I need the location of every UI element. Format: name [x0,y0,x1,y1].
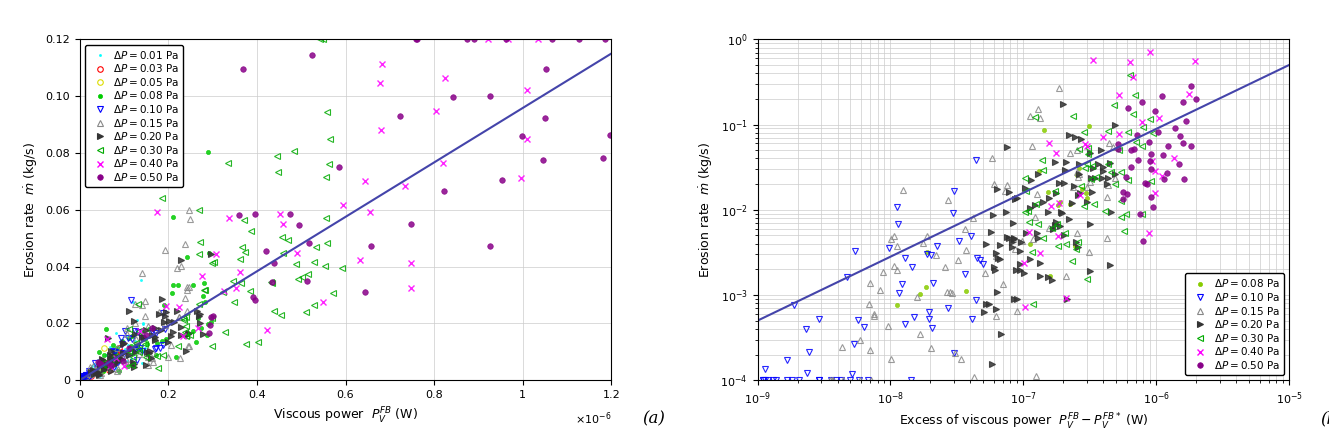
Text: (b): (b) [1320,411,1329,428]
Text: $\times 10^{-6}$: $\times 10^{-6}$ [575,411,611,427]
Legend: $\Delta P = 0.01$ Pa, $\Delta P = 0.03$ Pa, $\Delta P = 0.05$ Pa, $\Delta P = 0.: $\Delta P = 0.01$ Pa, $\Delta P = 0.03$ … [85,45,183,187]
X-axis label: Viscous power  $P_V^{FB}$ (W): Viscous power $P_V^{FB}$ (W) [274,406,417,426]
Text: (a): (a) [642,411,666,428]
Y-axis label: Erosion rate  $\dot{m}$ (kg/s): Erosion rate $\dot{m}$ (kg/s) [23,142,40,278]
X-axis label: Excess of viscous power  $P_V^{FB} - P_V^{FB*}$ (W): Excess of viscous power $P_V^{FB} - P_V^… [898,412,1148,432]
Y-axis label: Erosion rate  $\dot{m}$ (kg/s): Erosion rate $\dot{m}$ (kg/s) [698,142,715,278]
Legend: $\Delta P = 0.08$ Pa, $\Delta P = 0.10$ Pa, $\Delta P = 0.15$ Pa, $\Delta P = 0.: $\Delta P = 0.08$ Pa, $\Delta P = 0.10$ … [1185,273,1284,375]
